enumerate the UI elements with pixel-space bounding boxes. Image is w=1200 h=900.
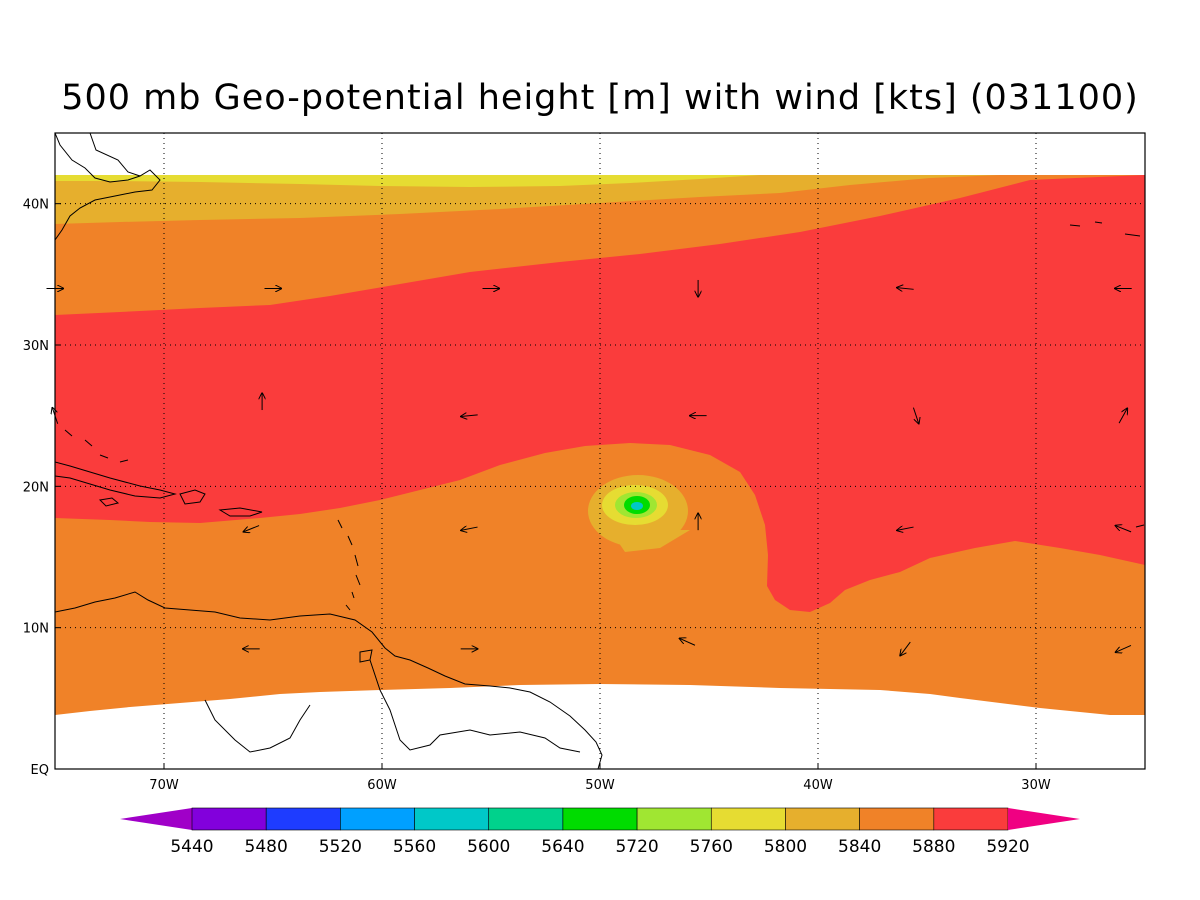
colorbar-box — [562, 807, 638, 831]
wind-arrow — [461, 527, 478, 530]
colorbar-level-label: 5520 — [319, 837, 362, 857]
wind-arrow — [243, 525, 260, 532]
lat-tick-label: 10N — [23, 622, 49, 637]
wind-arrow — [912, 407, 918, 424]
colorbar-level-label: 5640 — [541, 837, 584, 857]
colorbar-box — [636, 807, 712, 831]
coastline-new-england — [89, 133, 141, 177]
lon-tick-label: 40W — [803, 778, 833, 793]
wind-arrow — [679, 638, 696, 646]
lat-tick-label: EQ — [31, 763, 49, 778]
plot-frame — [54, 132, 1146, 770]
colorbar-level-label: 5720 — [615, 837, 658, 857]
colorbar-level-label: 5480 — [245, 837, 288, 857]
coastline-trinidad — [359, 649, 373, 663]
wind-arrow — [1115, 526, 1132, 533]
colorbar-box — [710, 807, 786, 831]
colorbar-level-label: 5920 — [986, 837, 1029, 857]
colorbar-min-triangle — [120, 808, 192, 830]
wind-arrow — [1115, 644, 1132, 652]
coastline-puerto-rico — [218, 507, 263, 517]
coastline-south-america — [55, 591, 603, 769]
axis-tick-labels: 70W 60W 50W 40W 30W EQ 10N 20N 30N 40N — [23, 198, 1051, 793]
coastline-bahamas — [64, 429, 129, 463]
coastline-cuba — [55, 461, 177, 499]
colorbar-max-triangle — [1008, 808, 1080, 830]
lat-tick-label: 40N — [23, 198, 49, 213]
graticule — [55, 133, 1145, 770]
lon-tick-label: 70W — [149, 778, 179, 793]
lon-tick-label: 30W — [1021, 778, 1051, 793]
coastline-north-america — [55, 133, 161, 241]
coastline-jamaica — [98, 497, 120, 507]
colorbar-box — [265, 807, 341, 831]
colorbar-level-label: 5600 — [467, 837, 510, 857]
lon-tick-label: 50W — [585, 778, 615, 793]
lat-tick-label: 30N — [23, 339, 49, 354]
wind-arrow — [900, 641, 911, 656]
fill-low-5640 — [631, 502, 643, 510]
wind-arrow — [1118, 408, 1127, 424]
fill-5840-5880 — [55, 175, 1000, 224]
colorbar-level-label: 5560 — [393, 837, 436, 857]
colorbar: 5440 5480 5520 5560 5600 5640 5720 5760 5800 5840… — [120, 807, 1080, 857]
coastline-hispaniola — [179, 489, 206, 505]
wind-arrow — [897, 288, 914, 290]
colorbar-box — [785, 807, 860, 831]
coastline-cape-verde — [1135, 524, 1145, 528]
colorbar-level-label: 5800 — [764, 837, 807, 857]
map-title: 500 mb Geo-potential height [m] with win… — [61, 78, 1139, 118]
wind-vectors — [46, 279, 1132, 656]
colorbar-box — [340, 807, 415, 831]
coastline-azores — [1069, 221, 1141, 237]
colorbar-level-label: 5760 — [690, 837, 733, 857]
coastline-guianas — [369, 659, 581, 753]
wind-arrow — [461, 415, 478, 417]
colorbar-box — [488, 807, 564, 831]
coastline-lesser-antilles — [337, 519, 361, 611]
lat-tick-label: 20N — [23, 480, 49, 495]
fill-5800-5840 — [55, 175, 760, 187]
wind-arrow — [897, 527, 914, 530]
lon-tick-label: 60W — [367, 778, 397, 793]
fill-low-5840-tail — [610, 530, 690, 552]
coastline-venezuela-interior — [204, 699, 311, 753]
colorbar-box — [191, 807, 267, 831]
colorbar-box — [414, 807, 490, 831]
colorbar-level-label: 5440 — [170, 837, 213, 857]
colorbar-box — [933, 807, 1009, 831]
colorbar-level-label: 5880 — [912, 837, 955, 857]
coastlines — [55, 133, 1145, 769]
colorbar-box — [859, 807, 935, 831]
colorbar-level-label: 5840 — [838, 837, 881, 857]
